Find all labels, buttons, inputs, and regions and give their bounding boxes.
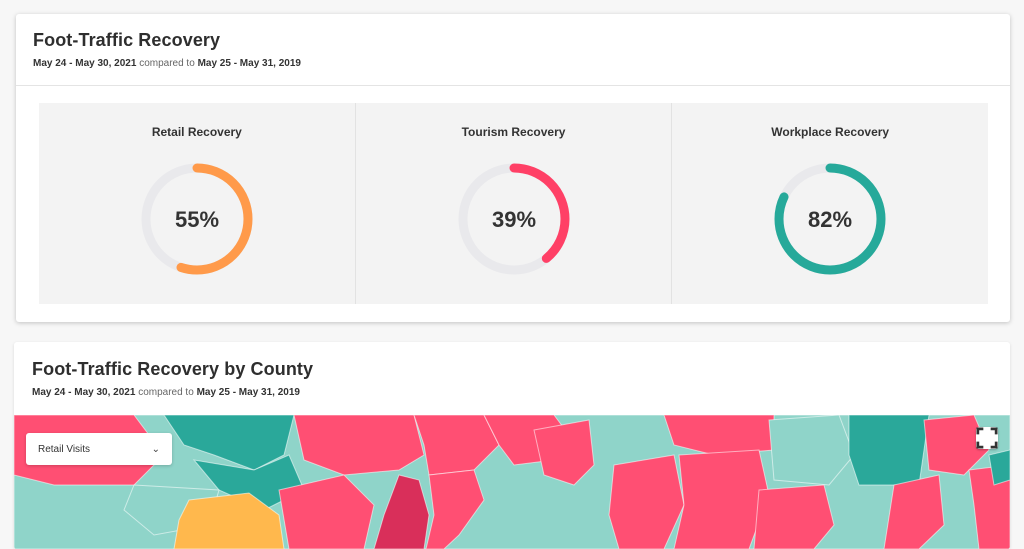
gauge-value: 82% (808, 207, 852, 232)
card-title: Foot-Traffic Recovery (33, 30, 221, 50)
gauges-row: Retail Recovery 55% Tourism Recovery 39%… (39, 103, 988, 304)
county-region[interactable] (278, 474, 375, 549)
county-region[interactable] (673, 449, 770, 549)
county-region[interactable] (923, 415, 990, 476)
county-region[interactable] (425, 469, 485, 549)
county-region[interactable] (768, 415, 855, 486)
county-region[interactable] (988, 449, 1010, 486)
card-title: Foot-Traffic Recovery by County (32, 359, 314, 379)
county-region[interactable] (533, 419, 595, 486)
gauge-arc (774, 163, 886, 275)
county-region[interactable] (883, 474, 945, 549)
card-header: Foot-Traffic Recovery May 24 - May 30, 2… (16, 14, 1010, 86)
chevron-down-icon: ⌄ (151, 443, 160, 455)
gauge-ring: 82% (774, 163, 886, 275)
gauge-arc (141, 163, 253, 275)
metric-dropdown-value: Retail Visits (38, 443, 91, 455)
county-map[interactable]: Retail Visits ⌄ (14, 415, 1010, 549)
gauge-label: Tourism Recovery (461, 125, 566, 139)
gauge-value: 39% (491, 207, 535, 232)
county-region[interactable] (753, 484, 835, 549)
gauge-workplace: Workplace Recovery 82% (672, 103, 988, 304)
county-region[interactable] (848, 415, 930, 486)
county-region[interactable] (173, 492, 285, 549)
baseline-range: May 25 - May 31, 2019 (196, 387, 300, 398)
county-region[interactable] (293, 415, 425, 476)
gauge-retail: Retail Recovery 55% (39, 103, 356, 304)
gauge-arc (458, 163, 569, 275)
foot-traffic-recovery-card: Foot-Traffic Recovery May 24 - May 30, 2… (16, 14, 1010, 322)
date-range: May 24 - May 30, 2021 compared to May 25… (33, 58, 1010, 69)
gauge-value: 55% (175, 207, 219, 232)
compared-to-label: compared to (139, 58, 195, 69)
date-range: May 24 - May 30, 2021 compared to May 25… (32, 387, 1010, 398)
county-region[interactable] (373, 474, 430, 549)
current-range: May 24 - May 30, 2021 (32, 387, 136, 398)
fullscreen-icon (976, 427, 998, 449)
gauge-tourism: Tourism Recovery 39% (356, 103, 673, 304)
gauge-ring: 39% (458, 163, 569, 275)
current-range: May 24 - May 30, 2021 (33, 58, 137, 69)
fullscreen-button[interactable] (976, 427, 998, 449)
card-header: Foot-Traffic Recovery by County May 24 -… (14, 342, 1010, 415)
gauge-ring: 55% (141, 163, 253, 275)
metric-dropdown[interactable]: Retail Visits ⌄ (26, 433, 172, 465)
gauge-label: Workplace Recovery (771, 125, 890, 139)
baseline-range: May 25 - May 31, 2019 (197, 58, 301, 69)
compared-to-label: compared to (138, 387, 194, 398)
county-region[interactable] (608, 454, 685, 549)
county-recovery-card: Foot-Traffic Recovery by County May 24 -… (14, 342, 1010, 549)
gauge-label: Retail Recovery (151, 125, 242, 139)
